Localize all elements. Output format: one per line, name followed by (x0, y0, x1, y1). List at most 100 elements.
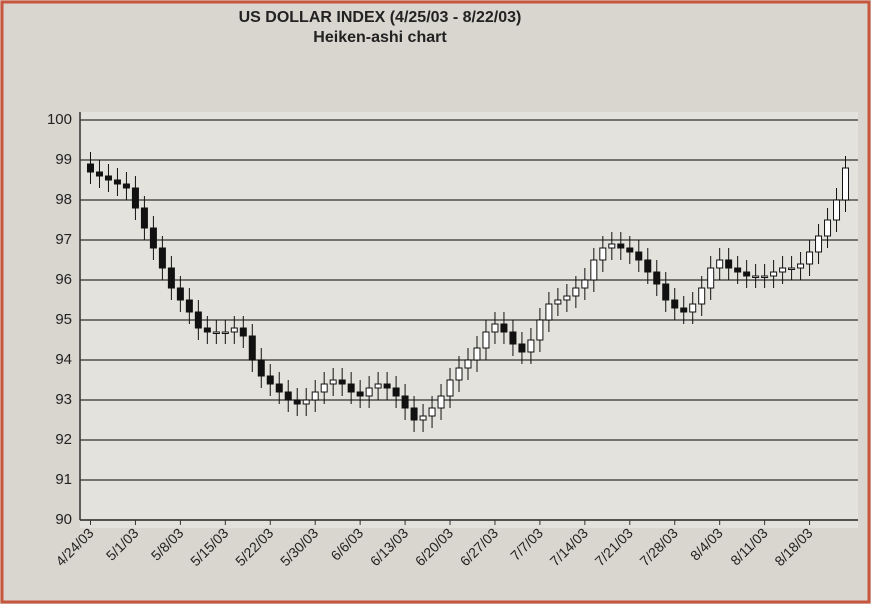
candle-body (833, 199, 841, 221)
candle-body (86, 163, 94, 173)
candle-body (689, 303, 697, 313)
candle-body (149, 227, 157, 249)
candle-body (311, 391, 319, 401)
candle-body (545, 303, 553, 321)
y-tick-label: 99 (55, 151, 72, 168)
candle-body (293, 399, 301, 405)
candle-body (662, 283, 670, 301)
candle-body (572, 287, 580, 297)
candle-body (104, 175, 112, 181)
candle-body (824, 219, 832, 237)
candle-body (176, 287, 184, 301)
candle-body (509, 331, 517, 345)
candle-body (194, 311, 202, 329)
candle-body (122, 183, 130, 189)
candle-body (230, 327, 238, 333)
candle-body (743, 271, 751, 277)
candle-body (779, 267, 787, 273)
candle-body (419, 415, 427, 421)
candle-body (473, 347, 481, 361)
candle-body (608, 243, 616, 249)
candle-body (806, 251, 814, 265)
candle-body (788, 267, 796, 270)
candle-body (284, 391, 292, 401)
candle-body (554, 299, 562, 305)
candle-body (113, 179, 121, 185)
candle-body (356, 391, 364, 397)
candle-body (203, 327, 211, 333)
candle-body (698, 287, 706, 305)
candle-body (455, 367, 463, 381)
candle-body (761, 275, 769, 278)
candle-body (752, 275, 760, 278)
candle-body (518, 343, 526, 353)
candle-body (653, 271, 661, 285)
candle-body (590, 259, 598, 281)
candle-body (644, 259, 652, 273)
candle-body (716, 259, 724, 269)
candle-body (437, 395, 445, 409)
candle-body (680, 307, 688, 313)
candle-body (599, 247, 607, 261)
candle-body (266, 375, 274, 385)
candle-body (275, 383, 283, 393)
chart-title: US DOLLAR INDEX (4/25/03 - 8/22/03) (239, 9, 522, 26)
candle-body (401, 395, 409, 409)
candle-body (248, 335, 256, 361)
candle-body (581, 279, 589, 289)
candle-body (329, 379, 337, 385)
candle-body (158, 247, 166, 269)
y-tick-label: 91 (55, 471, 72, 488)
candle-body (482, 331, 490, 349)
candle-body (500, 323, 508, 333)
chart-subtitle: Heiken-ashi chart (313, 29, 447, 46)
candle-body (428, 407, 436, 417)
candle-body (131, 187, 139, 209)
candle-body (527, 339, 535, 353)
candle-body (302, 399, 310, 405)
candle-body (95, 171, 103, 177)
candle-body (410, 407, 418, 421)
candle-body (320, 383, 328, 393)
candle-body (464, 359, 472, 369)
candle-body (815, 235, 823, 253)
y-tick-label: 97 (55, 231, 72, 248)
y-tick-label: 93 (55, 391, 72, 408)
y-tick-label: 90 (55, 511, 72, 528)
candle-body (563, 295, 571, 301)
candle-body (797, 263, 805, 269)
y-tick-label: 95 (55, 311, 72, 328)
candle-body (383, 383, 391, 389)
candle-body (671, 299, 679, 309)
candle-body (707, 267, 715, 289)
y-tick-label: 98 (55, 191, 72, 208)
candle-body (842, 167, 850, 201)
candle-body (626, 247, 634, 253)
candle-body (635, 251, 643, 261)
candle-body (185, 299, 193, 313)
candle-body (617, 243, 625, 249)
y-tick-label: 94 (55, 351, 72, 368)
candle-body (536, 319, 544, 341)
candle-body (770, 271, 778, 277)
candle-body (338, 379, 346, 385)
y-tick-label: 92 (55, 431, 72, 448)
candle-body (221, 331, 229, 334)
candle-body (167, 267, 175, 289)
candle-body (446, 379, 454, 397)
candle-body (239, 327, 247, 337)
candle-body (734, 267, 742, 273)
candle-body (725, 259, 733, 269)
candle-body (365, 387, 373, 397)
candle-body (374, 383, 382, 389)
y-tick-label: 100 (47, 111, 72, 128)
candle-body (212, 331, 220, 334)
candle-body (347, 383, 355, 393)
candle-body (140, 207, 148, 229)
candle-body (257, 359, 265, 377)
y-tick-label: 96 (55, 271, 72, 288)
candle-body (491, 323, 499, 333)
